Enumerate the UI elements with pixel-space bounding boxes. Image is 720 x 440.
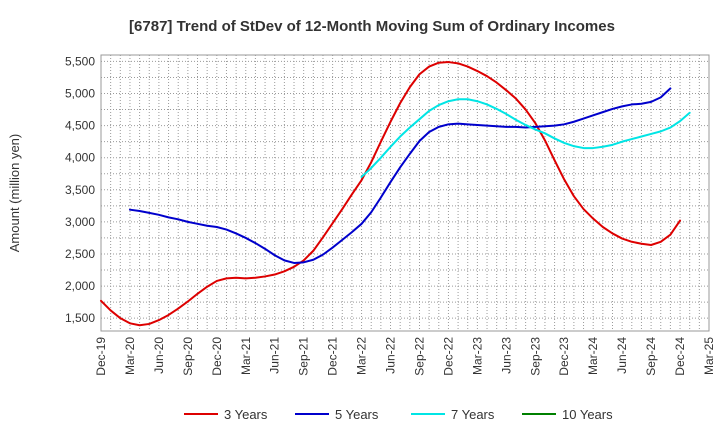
x-tick-label: Sep-21 bbox=[297, 337, 311, 376]
x-tick-label: Sep-22 bbox=[412, 337, 426, 376]
y-tick-label: 2,500 bbox=[65, 247, 95, 261]
series-line-3-years bbox=[100, 61, 682, 327]
x-tick-label: Jun-22 bbox=[384, 337, 398, 374]
x-tick-label: Dec-23 bbox=[557, 337, 571, 376]
y-tick-label: 5,500 bbox=[65, 54, 95, 68]
x-tick-label: Dec-22 bbox=[441, 337, 455, 376]
x-tick-label: Mar-22 bbox=[355, 337, 369, 375]
x-tick-label: Jun-23 bbox=[499, 337, 513, 374]
plot-frame bbox=[100, 54, 710, 332]
y-tick-label: 4,000 bbox=[65, 151, 95, 165]
y-axis: 1,500 2,000 2,500 3,000 3,500 4,000 4,500 5,000… bbox=[65, 54, 95, 325]
y-axis-label: Amount (million yen) bbox=[7, 134, 22, 253]
y-tick-label: 1,500 bbox=[65, 311, 95, 325]
y-tick-label: 5,000 bbox=[65, 87, 95, 101]
y-tick-label: 3,500 bbox=[65, 183, 95, 197]
x-tick-label: Mar-25 bbox=[702, 337, 716, 375]
chart-title: [6787] Trend of StDev of 12-Month Moving… bbox=[129, 18, 615, 35]
y-tick-label: 2,000 bbox=[65, 279, 95, 293]
x-axis: Dec-19 Mar-20 Jun-20 Sep-20 Dec-20 Mar-21 Jun-… bbox=[94, 337, 716, 376]
legend: 3 Years 5 Years 7 Years 10 Years bbox=[184, 407, 613, 422]
x-tick-label: Dec-21 bbox=[326, 337, 340, 376]
x-tick-label: Mar-24 bbox=[586, 337, 600, 375]
x-tick-label: Sep-24 bbox=[644, 337, 658, 376]
x-tick-label: Jun-20 bbox=[152, 337, 166, 374]
y-tick-label: 4,500 bbox=[65, 119, 95, 133]
legend-label: 10 Years bbox=[562, 407, 613, 422]
x-tick-label: Mar-23 bbox=[470, 337, 484, 375]
legend-label: 3 Years bbox=[224, 407, 268, 422]
grid bbox=[101, 55, 709, 331]
x-tick-label: Dec-19 bbox=[94, 337, 108, 376]
x-tick-label: Jun-21 bbox=[268, 337, 282, 374]
legend-label: 7 Years bbox=[451, 407, 495, 422]
x-tick-label: Mar-20 bbox=[123, 337, 137, 375]
x-tick-label: Mar-21 bbox=[239, 337, 253, 375]
x-tick-label: Jun-24 bbox=[615, 337, 629, 374]
x-tick-label: Dec-20 bbox=[210, 337, 224, 376]
x-tick-label: Dec-24 bbox=[673, 337, 687, 376]
y-tick-label: 3,000 bbox=[65, 215, 95, 229]
series-line-5-years bbox=[128, 87, 672, 264]
x-tick-label: Sep-23 bbox=[528, 337, 542, 376]
legend-label: 5 Years bbox=[335, 407, 379, 422]
series-line-7-years bbox=[360, 98, 691, 178]
x-tick-label: Sep-20 bbox=[181, 337, 195, 376]
series-group bbox=[100, 61, 691, 327]
